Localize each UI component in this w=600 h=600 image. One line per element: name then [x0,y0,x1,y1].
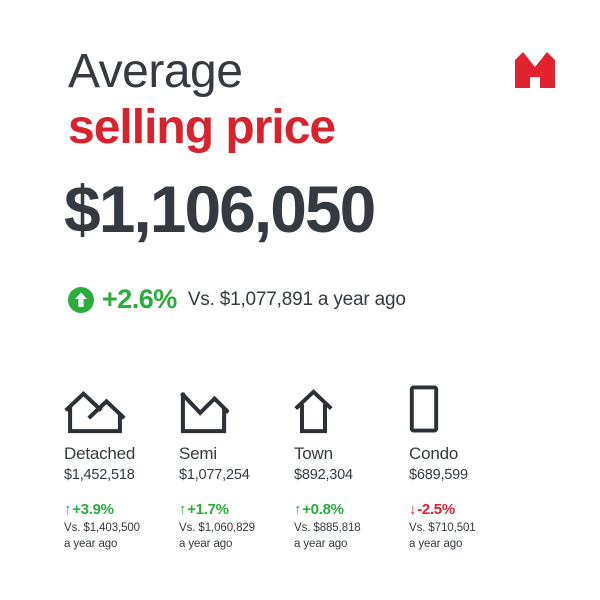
m-logo [515,52,555,88]
category-price: $1,077,254 [179,466,250,483]
average-price-value: $1,106,050 [64,172,376,246]
summary-comparison-text: Vs. $1,077,891 a year ago [187,289,406,310]
category-change: ↓-2.5% [409,501,524,519]
category-change-percent: +1.7% [187,501,229,519]
category-name: Semi [179,444,217,463]
category-condo: Condo $689,599 ↓-2.5% Vs. $710,501 a yea… [409,382,524,552]
summary-change-row: +2.6% Vs. $1,077,891 a year ago [68,286,406,313]
townhouse-icon [294,382,409,434]
headline-line-1: Average [68,45,243,98]
category-comparison-line-1: Vs. $710,501 [409,522,476,535]
category-list: Detached $1,452,518 ↑+3.9% Vs. $1,403,50… [64,382,544,552]
category-comparison-line-1: Vs. $1,060,829 [179,522,255,535]
headline-line-2: selling price [68,101,336,154]
arrow-up-icon: ↑ [179,501,187,519]
category-change: ↑+0.8% [294,501,409,519]
category-change: ↑+1.7% [179,501,294,519]
category-detached: Detached $1,452,518 ↑+3.9% Vs. $1,403,50… [64,382,179,552]
category-name: Condo [409,444,459,463]
category-comparison-line-2: a year ago [294,537,348,550]
detached-house-icon [64,382,179,434]
category-semi: Semi $1,077,254 ↑+1.7% Vs. $1,060,829 a … [179,382,294,552]
category-change-percent: +0.8% [302,501,344,519]
category-comparison-line-2: a year ago [64,537,118,550]
condo-tower-icon [409,382,524,434]
category-comparison-line-2: a year ago [179,537,233,550]
category-comparison: Vs. $885,818 a year ago [294,521,409,552]
category-price: $892,304 [294,466,353,483]
arrow-down-icon: ↓ [409,501,417,519]
page-title: Average selling price [68,45,336,154]
category-change-percent: +3.9% [72,501,114,519]
category-comparison: Vs. $710,501 a year ago [409,521,524,552]
category-comparison: Vs. $1,060,829 a year ago [179,521,294,552]
category-town: Town $892,304 ↑+0.8% Vs. $885,818 a year… [294,382,409,552]
category-price: $689,599 [409,466,468,483]
arrow-up-icon: ↑ [294,501,302,519]
category-comparison-line-1: Vs. $1,403,500 [64,522,140,535]
category-name: Detached [64,444,136,463]
category-change-percent: -2.5% [417,501,455,519]
summary-change-percent: +2.6% [102,284,177,314]
arrow-up-icon: ↑ [64,501,72,519]
category-name: Town [294,444,333,463]
semi-detached-house-icon [179,382,294,434]
category-change: ↑+3.9% [64,501,179,519]
category-price: $1,452,518 [64,466,135,483]
circle-arrow-up-icon [68,286,94,313]
category-comparison-line-2: a year ago [409,537,463,550]
category-comparison: Vs. $1,403,500 a year ago [64,521,179,552]
category-comparison-line-1: Vs. $885,818 [294,522,361,535]
